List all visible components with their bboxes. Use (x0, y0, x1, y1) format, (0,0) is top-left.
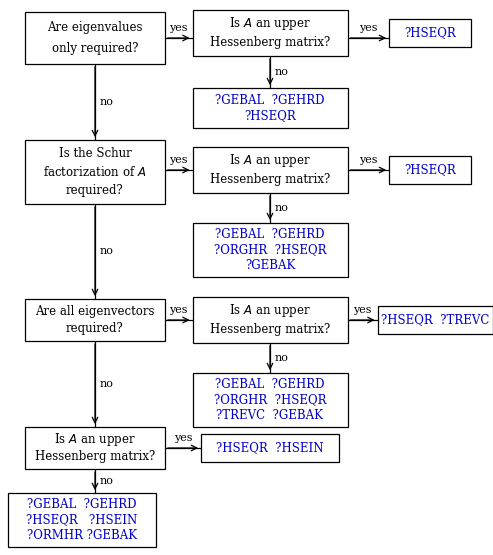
Bar (389, 19, 471, 47)
Bar (25, 427, 165, 469)
Text: Hessenberg matrix?: Hessenberg matrix? (210, 322, 330, 336)
Text: no: no (275, 203, 289, 213)
Bar (378, 306, 493, 334)
Text: yes: yes (170, 155, 188, 165)
Bar (8, 493, 156, 547)
Text: no: no (275, 353, 289, 363)
Text: factorization of $\mathit{A}$: factorization of $\mathit{A}$ (43, 165, 147, 179)
Bar (192, 147, 348, 193)
Bar (25, 140, 165, 204)
Text: Are all eigenvectors: Are all eigenvectors (35, 305, 155, 318)
Text: Is $\mathit{A}$ an upper: Is $\mathit{A}$ an upper (229, 152, 311, 169)
Text: ?GEBAL  ?GEHRD: ?GEBAL ?GEHRD (215, 93, 325, 107)
Text: yes: yes (170, 305, 188, 315)
Text: ?ORGHR  ?HSEQR: ?ORGHR ?HSEQR (214, 393, 326, 406)
Text: yes: yes (170, 23, 188, 33)
Text: no: no (100, 379, 114, 389)
Text: Is $\mathit{A}$ an upper: Is $\mathit{A}$ an upper (54, 431, 136, 448)
Text: ?HSEQR: ?HSEQR (404, 27, 456, 39)
Text: Hessenberg matrix?: Hessenberg matrix? (35, 450, 155, 463)
Text: yes: yes (353, 305, 372, 315)
Text: no: no (100, 476, 114, 486)
Text: Is $\mathit{A}$ an upper: Is $\mathit{A}$ an upper (229, 16, 311, 32)
Text: ?TREVC  ?GEBAK: ?TREVC ?GEBAK (216, 409, 323, 422)
Text: Are eigenvalues: Are eigenvalues (47, 21, 143, 34)
Text: no: no (100, 97, 114, 107)
Bar (201, 434, 339, 462)
Text: ?HSEQR: ?HSEQR (404, 164, 456, 176)
Text: ?HSEQR   ?HSEIN: ?HSEQR ?HSEIN (26, 513, 138, 527)
Text: no: no (100, 246, 114, 256)
Text: Hessenberg matrix?: Hessenberg matrix? (210, 173, 330, 186)
Text: ?GEBAK: ?GEBAK (245, 259, 295, 272)
Text: only required?: only required? (52, 42, 138, 55)
Text: Is $\mathit{A}$ an upper: Is $\mathit{A}$ an upper (229, 302, 311, 319)
Text: Is the Schur: Is the Schur (59, 147, 131, 160)
Text: required?: required? (66, 184, 124, 197)
Text: no: no (275, 67, 289, 77)
Text: ?HSEQR  ?HSEIN: ?HSEQR ?HSEIN (216, 441, 324, 455)
Text: Hessenberg matrix?: Hessenberg matrix? (210, 36, 330, 49)
Bar (192, 10, 348, 56)
Text: yes: yes (359, 23, 378, 33)
Text: ?ORMHR ?GEBAK: ?ORMHR ?GEBAK (27, 529, 137, 542)
Text: ?HSEQR  ?TREVC: ?HSEQR ?TREVC (381, 314, 489, 326)
Text: yes: yes (359, 155, 378, 165)
Text: ?GEBAL  ?GEHRD: ?GEBAL ?GEHRD (215, 228, 325, 241)
Text: required?: required? (66, 322, 124, 335)
Bar (25, 299, 165, 341)
Bar (25, 12, 165, 64)
Bar (192, 88, 348, 128)
Text: ?ORGHR  ?HSEQR: ?ORGHR ?HSEQR (214, 244, 326, 256)
Bar (192, 373, 348, 427)
Text: ?HSEQR: ?HSEQR (244, 109, 296, 123)
Bar (389, 156, 471, 184)
Text: ?GEBAL  ?GEHRD: ?GEBAL ?GEHRD (215, 378, 325, 391)
Bar (192, 223, 348, 277)
Bar (192, 297, 348, 343)
Text: yes: yes (174, 433, 192, 443)
Text: ?GEBAL  ?GEHRD: ?GEBAL ?GEHRD (27, 498, 137, 511)
